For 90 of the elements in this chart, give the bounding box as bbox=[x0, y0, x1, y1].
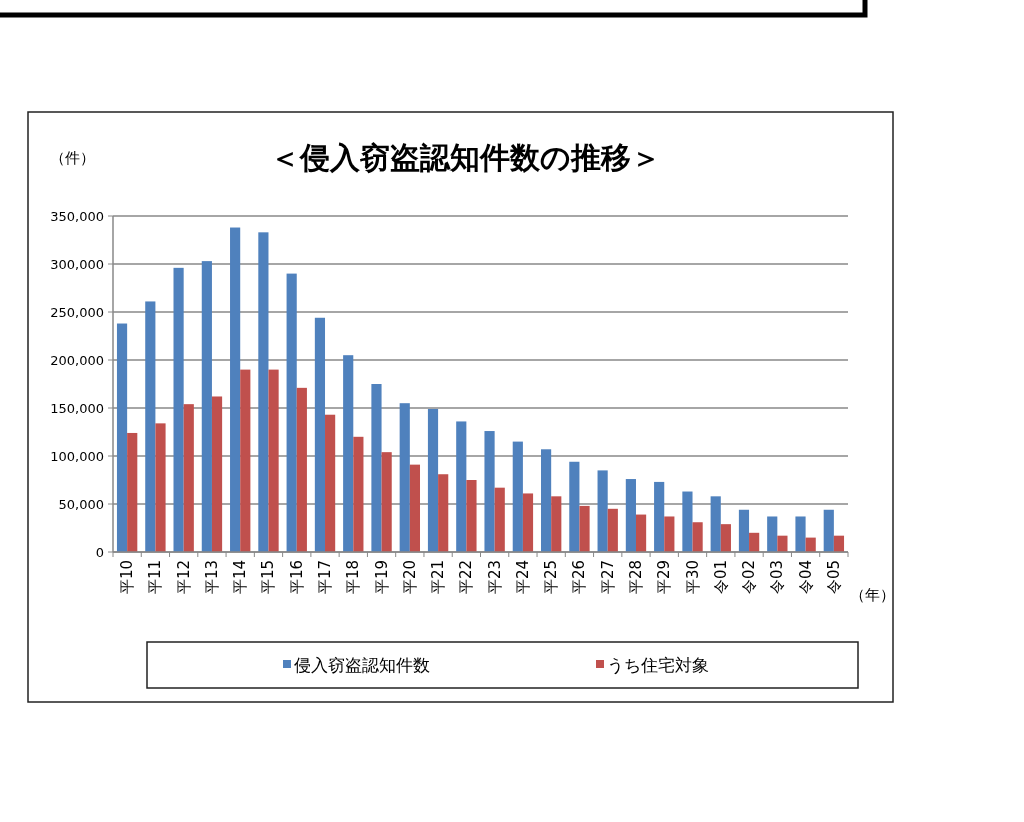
bar bbox=[522, 493, 534, 552]
bar bbox=[607, 508, 618, 552]
y-tick-label: 250,000 bbox=[50, 305, 104, 320]
x-tick-label: 令03 bbox=[768, 560, 787, 595]
bar bbox=[116, 323, 128, 552]
bar bbox=[635, 514, 647, 552]
bar bbox=[296, 387, 307, 552]
bar bbox=[145, 301, 156, 552]
bar bbox=[625, 479, 636, 552]
y-tick-label: 0 bbox=[95, 545, 104, 560]
y-tick-label: 300,000 bbox=[50, 257, 104, 272]
x-tick-label: 平10 bbox=[118, 560, 137, 595]
x-tick-label: 平13 bbox=[202, 560, 221, 595]
bar bbox=[512, 441, 523, 552]
bar bbox=[325, 414, 336, 552]
bar bbox=[466, 480, 477, 552]
bar bbox=[371, 384, 382, 552]
legend-label: うち住宅対象 bbox=[607, 655, 709, 675]
bar bbox=[399, 403, 410, 552]
bar bbox=[201, 261, 212, 552]
y-tick-label: 100,000 bbox=[50, 449, 104, 464]
x-tick-label: 平15 bbox=[259, 560, 278, 595]
y-tick-label: 50,000 bbox=[58, 497, 104, 512]
x-tick-label: 平24 bbox=[513, 560, 532, 595]
bar bbox=[777, 535, 788, 552]
bar bbox=[155, 423, 166, 552]
bar bbox=[795, 516, 806, 552]
x-tick-label: 平16 bbox=[287, 560, 306, 595]
x-tick-label: 平26 bbox=[570, 560, 589, 595]
x-tick-label: 令01 bbox=[711, 560, 730, 595]
bar bbox=[569, 461, 580, 552]
bar bbox=[541, 449, 552, 552]
y-tick-label: 150,000 bbox=[50, 401, 104, 416]
bar bbox=[240, 369, 251, 552]
bar bbox=[484, 431, 495, 552]
x-tick-label: 平22 bbox=[457, 560, 476, 595]
x-tick-label: 平14 bbox=[231, 560, 250, 595]
bar bbox=[692, 522, 703, 552]
y-tick-label: 200,000 bbox=[50, 353, 104, 368]
bar bbox=[409, 464, 420, 552]
bar bbox=[749, 532, 760, 552]
bar bbox=[427, 408, 439, 552]
bar bbox=[682, 491, 693, 552]
x-tick-label: 令05 bbox=[824, 560, 843, 595]
x-axis-title: （年） bbox=[850, 586, 895, 604]
x-tick-label: 令02 bbox=[740, 560, 759, 595]
x-tick-label: 令04 bbox=[796, 560, 815, 595]
bar bbox=[381, 452, 392, 552]
bar bbox=[597, 470, 608, 552]
bar bbox=[710, 496, 721, 552]
bar bbox=[127, 432, 138, 552]
x-tick-label: 平19 bbox=[372, 560, 391, 595]
bar bbox=[494, 487, 505, 552]
x-tick-label: 平25 bbox=[542, 560, 561, 595]
bar bbox=[720, 524, 731, 552]
chart-title: ＜侵入窃盗認知件数の推移＞ bbox=[269, 140, 661, 175]
bar bbox=[286, 273, 297, 552]
bar bbox=[767, 516, 778, 552]
bar bbox=[833, 535, 845, 552]
bar bbox=[268, 369, 279, 552]
x-tick-label: 平20 bbox=[400, 560, 419, 595]
x-tick-label: 平23 bbox=[485, 560, 504, 595]
bar bbox=[343, 355, 354, 552]
x-tick-label: 平12 bbox=[174, 560, 193, 595]
x-tick-label: 平27 bbox=[598, 560, 617, 595]
bar bbox=[353, 436, 364, 552]
x-tick-label: 平30 bbox=[683, 560, 702, 595]
bar bbox=[738, 509, 750, 552]
bar bbox=[258, 232, 269, 552]
x-tick-label: 平28 bbox=[626, 560, 645, 595]
bar bbox=[438, 474, 449, 552]
bar bbox=[173, 267, 184, 552]
bar bbox=[823, 509, 834, 552]
x-tick-label: 平17 bbox=[316, 560, 335, 595]
bar bbox=[314, 317, 326, 552]
bar bbox=[211, 396, 223, 552]
bar bbox=[664, 516, 675, 552]
bar bbox=[456, 421, 467, 552]
y-axis-title: （件） bbox=[49, 149, 95, 167]
bar bbox=[654, 481, 665, 552]
bar bbox=[551, 496, 562, 552]
bar bbox=[230, 227, 241, 552]
y-tick-label: 350,000 bbox=[50, 209, 104, 224]
bar bbox=[183, 404, 194, 552]
x-tick-label: 平21 bbox=[429, 560, 448, 595]
bar bbox=[579, 505, 590, 552]
x-tick-label: 平29 bbox=[655, 560, 674, 595]
legend-label: 侵入窃盗認知件数 bbox=[294, 655, 430, 675]
x-tick-label: 平11 bbox=[146, 560, 165, 595]
x-tick-label: 平18 bbox=[344, 560, 363, 595]
